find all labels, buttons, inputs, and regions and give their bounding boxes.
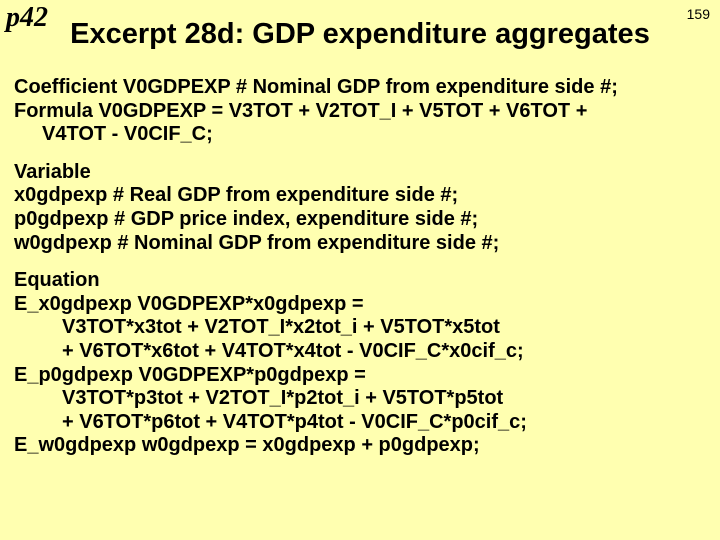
eqn-line-3: + V6TOT*x6tot + V4TOT*x4tot - V0CIF_C*x0… (14, 340, 706, 364)
coefficient-block: Coefficient V0GDPEXP # Nominal GDP from … (14, 76, 706, 147)
slide-body: Coefficient V0GDPEXP # Nominal GDP from … (14, 76, 706, 472)
coef-line-2: Formula V0GDPEXP = V3TOT + V2TOT_I + V5T… (14, 100, 706, 124)
variable-block: Variable x0gdpexp # Real GDP from expend… (14, 161, 706, 255)
eqn-line-6: + V6TOT*p6tot + V4TOT*p4tot - V0CIF_C*p0… (14, 411, 706, 435)
eqn-line-2: V3TOT*x3tot + V2TOT_I*x2tot_i + V5TOT*x5… (14, 316, 706, 340)
coef-line-3: V4TOT - V0CIF_C; (14, 123, 706, 147)
slide-title: Excerpt 28d: GDP expenditure aggregates (0, 18, 720, 51)
eqn-line-4: E_p0gdpexp V0GDPEXP*p0gdpexp = (14, 364, 706, 388)
equation-block: Equation E_x0gdpexp V0GDPEXP*x0gdpexp = … (14, 269, 706, 458)
eqn-line-7: E_w0gdpexp w0gdpexp = x0gdpexp + p0gdpex… (14, 434, 706, 458)
var-line-3: w0gdpexp # Nominal GDP from expenditure … (14, 232, 706, 256)
equation-heading: Equation (14, 269, 706, 293)
eqn-line-1: E_x0gdpexp V0GDPEXP*x0gdpexp = (14, 293, 706, 317)
variable-heading: Variable (14, 161, 706, 185)
var-line-1: x0gdpexp # Real GDP from expenditure sid… (14, 184, 706, 208)
var-line-2: p0gdpexp # GDP price index, expenditure … (14, 208, 706, 232)
coef-line-1: Coefficient V0GDPEXP # Nominal GDP from … (14, 76, 706, 100)
eqn-line-5: V3TOT*p3tot + V2TOT_I*p2tot_i + V5TOT*p5… (14, 387, 706, 411)
